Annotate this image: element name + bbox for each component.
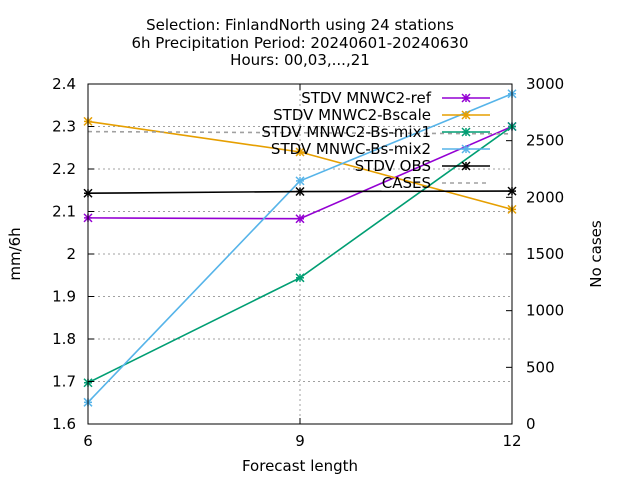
data-point-stdv-mnwc2-ref xyxy=(295,214,305,224)
y-axis-title: mm/6h xyxy=(6,227,24,280)
x-tick-label: 6 xyxy=(83,432,93,450)
legend-marker-stdv-mnwc2-bscale xyxy=(461,110,471,120)
legend-label-stdv-mnwc2-bs-mix1: STDV MNWC2-Bs-mix1 xyxy=(261,123,431,141)
y2-axis-title: No cases xyxy=(587,220,605,288)
legend-label-stdv-mnwc2-ref: STDV MNWC2-ref xyxy=(301,89,431,107)
data-point-stdv-mnwc2-bscale xyxy=(295,147,305,157)
legend-label-stdv-mnwc-bs-mix2: STDV MNWC-Bs-mix2 xyxy=(271,140,431,158)
x-axis-title: Forecast length xyxy=(242,457,358,475)
legend-marker-stdv-mnwc-bs-mix2 xyxy=(461,144,471,154)
y2-tick-label: 500 xyxy=(526,358,555,376)
chart-title: Selection: FinlandNorth using 24 station… xyxy=(131,16,468,69)
axis-ticks: 6 9 12 1.6 1.7 1.8 1.9 2 2.1 2.2 2.3 2.4 0 500 1000 150… xyxy=(52,75,564,450)
x-tick-label: 12 xyxy=(502,432,521,450)
y-tick-label: 1.8 xyxy=(52,330,76,348)
legend-label-cases: CASES xyxy=(382,174,431,192)
y2-tick-label: 1000 xyxy=(526,302,564,320)
grid-lines xyxy=(88,84,512,424)
legend-marker-stdv-obs xyxy=(461,161,471,171)
y-tick-label: 2.2 xyxy=(52,160,76,178)
y-tick-label: 2.1 xyxy=(52,203,76,221)
legend-marker-stdv-mnwc2-ref xyxy=(461,93,471,103)
y-tick-label: 1.9 xyxy=(52,288,76,306)
legend-marker-stdv-mnwc2-bs-mix1 xyxy=(461,127,471,137)
y-tick-label: 2 xyxy=(66,245,76,263)
data-point-stdv-obs xyxy=(295,186,305,197)
data-point-stdv-mnwc2-bs-mix1 xyxy=(295,273,305,283)
data-point-stdv-mnwc-bs-mix2 xyxy=(295,176,305,186)
y-tick-label: 1.6 xyxy=(52,415,76,433)
y-tick-label: 2.3 xyxy=(52,118,76,136)
y2-tick-label: 2000 xyxy=(526,188,564,206)
y-tick-label: 1.7 xyxy=(52,373,76,391)
title-line-2: 6h Precipitation Period: 20240601-202406… xyxy=(131,34,468,52)
x-tick-label: 9 xyxy=(295,432,305,450)
title-line-1: Selection: FinlandNorth using 24 station… xyxy=(146,16,454,34)
y2-tick-label: 1500 xyxy=(526,245,564,263)
y2-tick-label: 2500 xyxy=(526,132,564,150)
legend-label-stdv-obs: STDV OBS xyxy=(355,157,431,175)
y2-tick-label: 0 xyxy=(526,415,536,433)
y2-tick-label: 3000 xyxy=(526,75,564,93)
y-tick-label: 2.4 xyxy=(52,75,76,93)
legend-label-stdv-mnwc2-bscale: STDV MNWC2-Bscale xyxy=(273,106,431,124)
title-line-3: Hours: 00,03,...,21 xyxy=(230,51,370,69)
series-line-cases xyxy=(87,130,513,135)
